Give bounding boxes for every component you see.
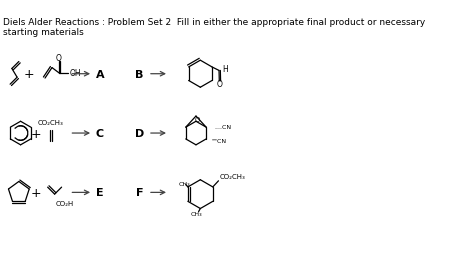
Text: A: A [96,69,104,80]
Text: O: O [194,116,200,122]
Text: F: F [136,188,143,198]
Text: +: + [24,68,35,81]
Text: CO₂CH₃: CO₂CH₃ [38,120,64,126]
Text: CO₂CH₃: CO₂CH₃ [219,173,245,179]
Text: H: H [222,65,228,74]
Text: CO₂H: CO₂H [56,200,74,206]
Text: C: C [96,129,104,138]
Text: CH₃: CH₃ [179,181,191,186]
Text: OH: OH [70,69,81,78]
Text: +: + [31,186,42,199]
Text: Diels Alder Reactions : Problem Set 2  Fill in either the appropriate final prod: Diels Alder Reactions : Problem Set 2 Fi… [3,18,425,27]
Text: CH₃: CH₃ [191,211,203,216]
Text: +: + [31,127,42,140]
Text: E: E [96,188,104,198]
Text: ""CN: ""CN [212,139,227,144]
Text: ....CN: ....CN [214,125,231,130]
Text: D: D [135,129,144,138]
Text: O: O [56,54,62,63]
Text: starting materials: starting materials [3,27,84,36]
Text: B: B [135,69,144,80]
Text: O: O [216,80,222,89]
